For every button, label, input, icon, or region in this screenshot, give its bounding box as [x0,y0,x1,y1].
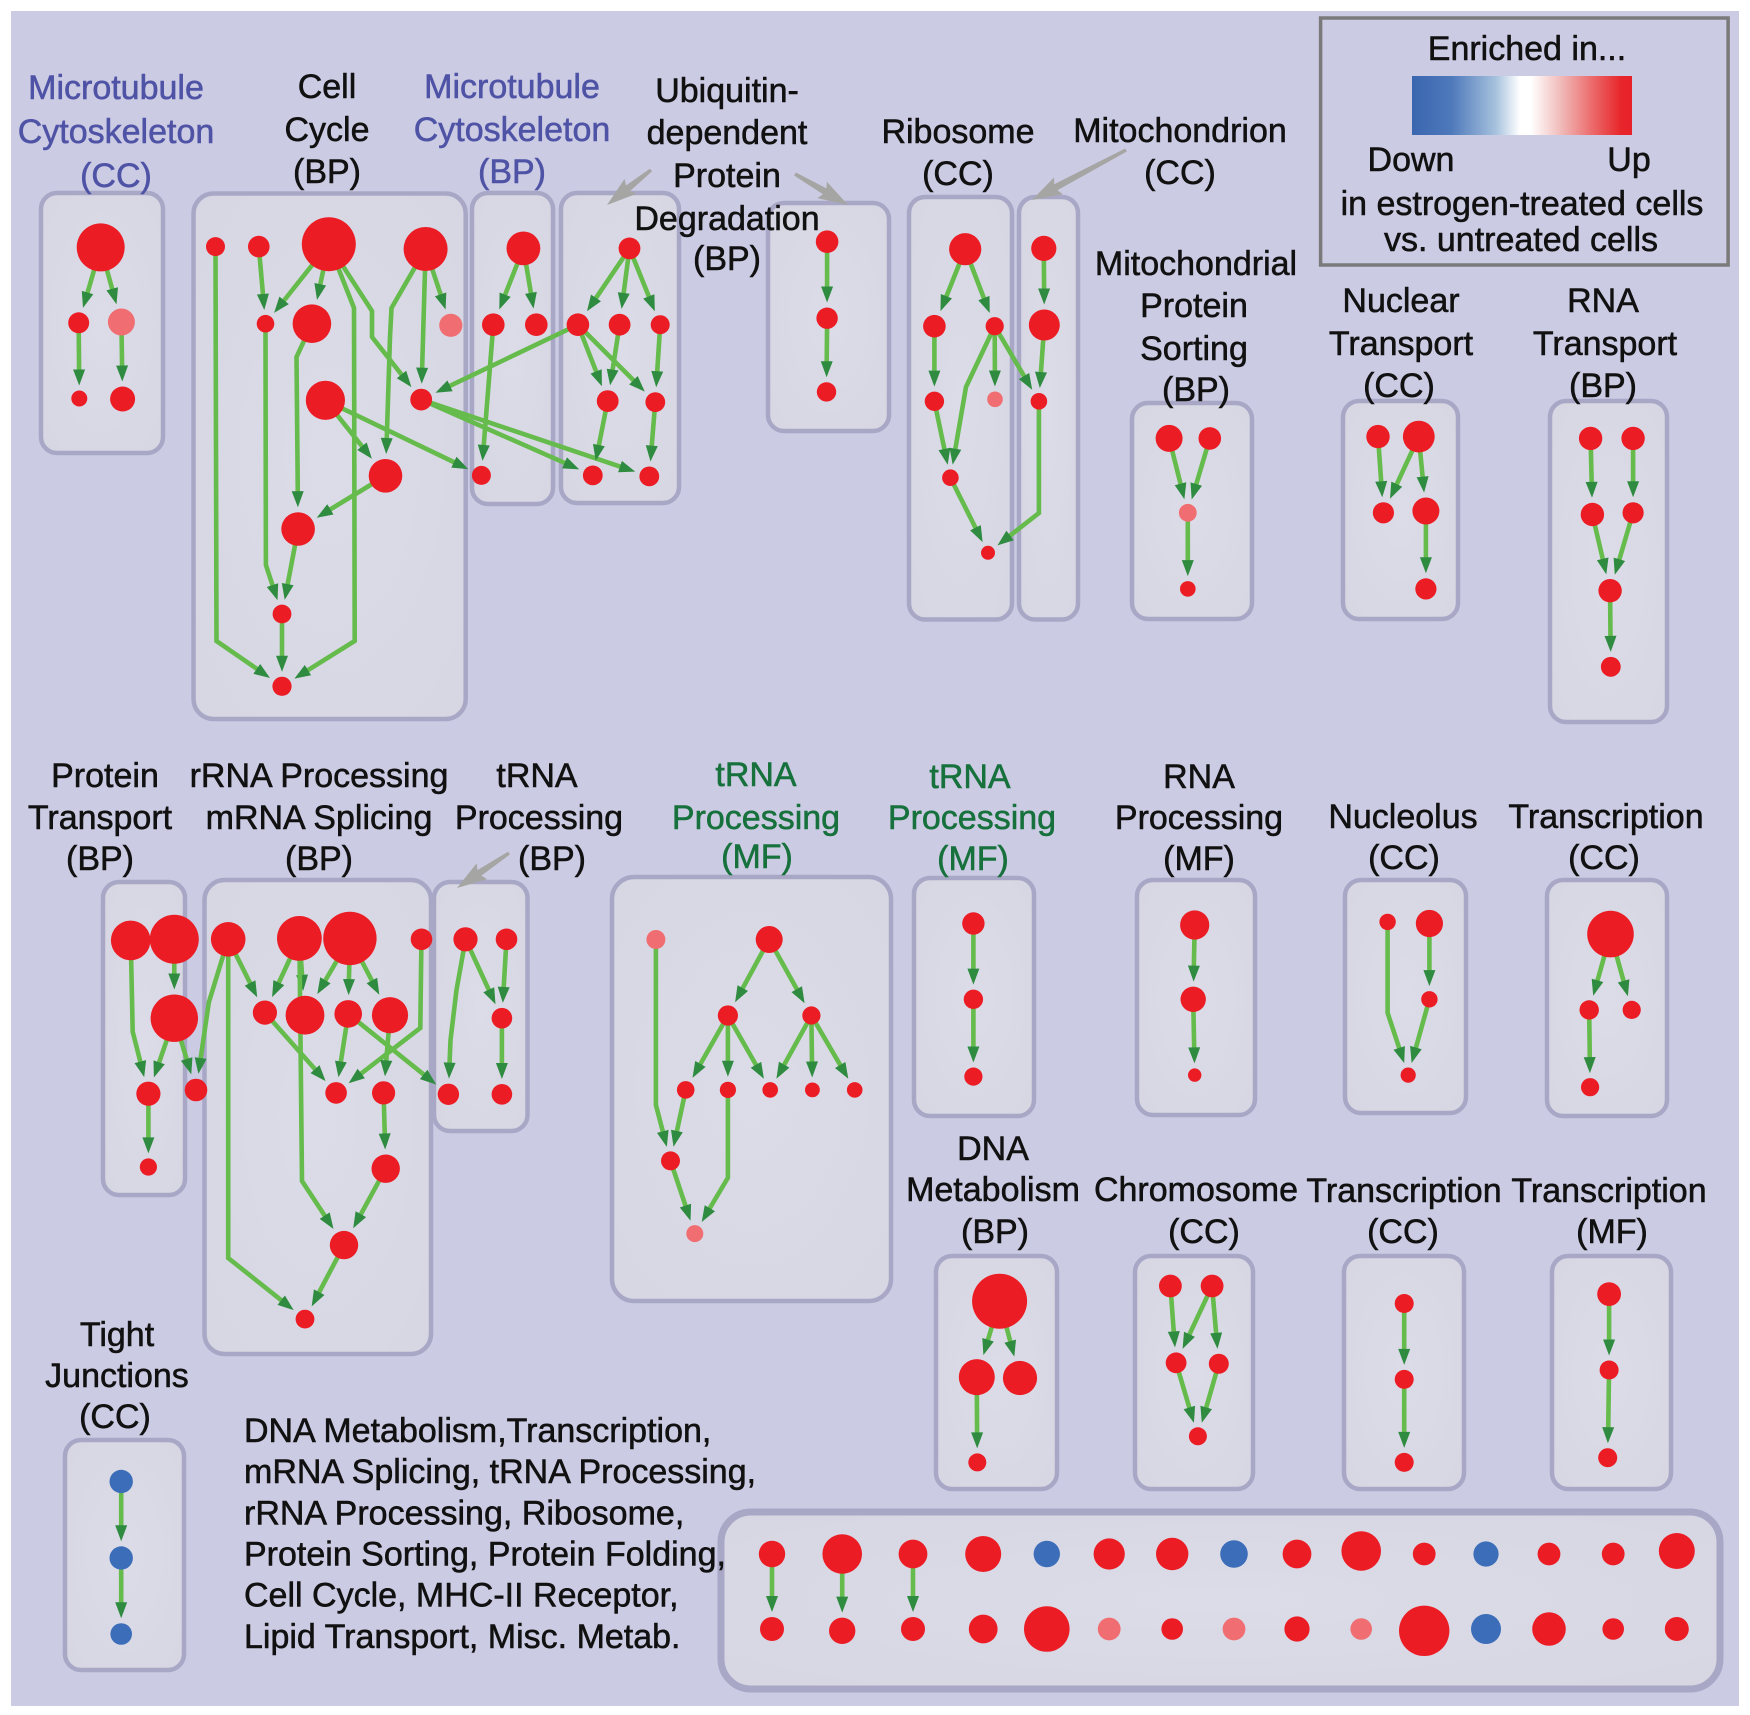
svg-text:Processing: Processing [1115,799,1283,837]
svg-text:Processing: Processing [455,799,623,837]
svg-text:tRNA: tRNA [929,758,1011,796]
svg-text:tRNA: tRNA [715,756,797,794]
svg-text:Protein: Protein [51,757,159,795]
svg-text:rRNA Processing, Ribosome,: rRNA Processing, Ribosome, [244,1494,684,1532]
svg-text:RNA: RNA [1567,282,1639,320]
svg-text:Protein Sorting, Protein Foldi: Protein Sorting, Protein Folding, [244,1536,726,1574]
svg-text:Transcription: Transcription [1511,1172,1706,1210]
svg-text:in estrogen-treated cells: in estrogen-treated cells [1341,185,1704,223]
svg-text:Cell: Cell [298,68,357,106]
svg-text:DNA Metabolism,Transcription,: DNA Metabolism,Transcription, [244,1412,711,1450]
svg-text:rRNA Processing: rRNA Processing [190,757,449,795]
svg-text:Ubiquitin-: Ubiquitin- [655,72,799,110]
svg-text:Transcription: Transcription [1306,1172,1501,1210]
svg-text:(BP): (BP) [693,240,761,278]
svg-text:Mitochondrion: Mitochondrion [1073,112,1287,150]
svg-text:Up: Up [1607,141,1650,179]
svg-text:(CC): (CC) [79,1398,151,1436]
svg-text:Cycle: Cycle [284,111,369,149]
svg-text:(CC): (CC) [1368,839,1440,877]
svg-text:Enriched in...: Enriched in... [1428,30,1626,68]
svg-text:RNA: RNA [1163,758,1235,796]
svg-text:Processing: Processing [888,799,1056,837]
svg-text:Nucleolus: Nucleolus [1328,798,1477,836]
svg-text:(CC): (CC) [1363,367,1435,405]
svg-text:(BP): (BP) [1162,371,1230,409]
svg-text:(BP): (BP) [293,153,361,191]
svg-text:(BP): (BP) [478,153,546,191]
svg-text:(MF): (MF) [937,840,1009,878]
svg-text:(CC): (CC) [922,155,994,193]
svg-text:Microtubule: Microtubule [28,69,204,107]
svg-text:(MF): (MF) [1576,1213,1648,1251]
svg-text:Degradation: Degradation [634,200,819,238]
svg-text:Transport: Transport [28,799,173,837]
svg-text:Mitochondrial: Mitochondrial [1095,245,1297,283]
svg-text:(BP): (BP) [1569,367,1637,405]
svg-text:Transport: Transport [1329,325,1474,363]
svg-text:(CC): (CC) [1367,1213,1439,1251]
svg-text:Tight: Tight [80,1316,155,1354]
svg-text:tRNA: tRNA [496,757,578,795]
svg-text:Lipid Transport, Misc. Metab.: Lipid Transport, Misc. Metab. [244,1618,681,1656]
svg-text:Chromosome: Chromosome [1094,1171,1298,1209]
svg-text:mRNA Splicing: mRNA Splicing [206,799,433,837]
svg-text:mRNA Splicing, tRNA Processing: mRNA Splicing, tRNA Processing, [244,1453,756,1491]
svg-text:DNA: DNA [957,1130,1029,1168]
svg-text:Protein: Protein [1140,287,1248,325]
svg-text:Junctions: Junctions [45,1357,189,1395]
svg-text:Down: Down [1368,141,1455,179]
svg-text:(BP): (BP) [961,1213,1029,1251]
svg-text:Cytoskeleton: Cytoskeleton [18,113,215,151]
svg-text:Nuclear: Nuclear [1342,282,1459,320]
svg-text:dependent: dependent [647,114,808,152]
svg-text:(MF): (MF) [721,838,793,876]
svg-text:Sorting: Sorting [1140,330,1248,368]
svg-text:(CC): (CC) [1568,839,1640,877]
svg-text:(MF): (MF) [1163,840,1235,878]
svg-text:Microtubule: Microtubule [424,68,600,106]
svg-text:Metabolism: Metabolism [906,1171,1080,1209]
svg-text:(BP): (BP) [66,840,134,878]
svg-text:Protein: Protein [673,157,781,195]
svg-text:Transport: Transport [1533,325,1678,363]
svg-text:vs. untreated cells: vs. untreated cells [1384,221,1658,259]
svg-text:Ribosome: Ribosome [881,113,1034,151]
svg-text:Processing: Processing [672,799,840,837]
svg-text:(CC): (CC) [1168,1213,1240,1251]
svg-text:(BP): (BP) [518,840,586,878]
svg-text:Cytoskeleton: Cytoskeleton [414,111,611,149]
svg-text:(CC): (CC) [1144,154,1216,192]
svg-text:(BP): (BP) [285,840,353,878]
svg-text:Cell Cycle, MHC-II Receptor,: Cell Cycle, MHC-II Receptor, [244,1577,679,1615]
svg-text:Transcription: Transcription [1508,798,1703,836]
svg-text:(CC): (CC) [80,157,152,195]
